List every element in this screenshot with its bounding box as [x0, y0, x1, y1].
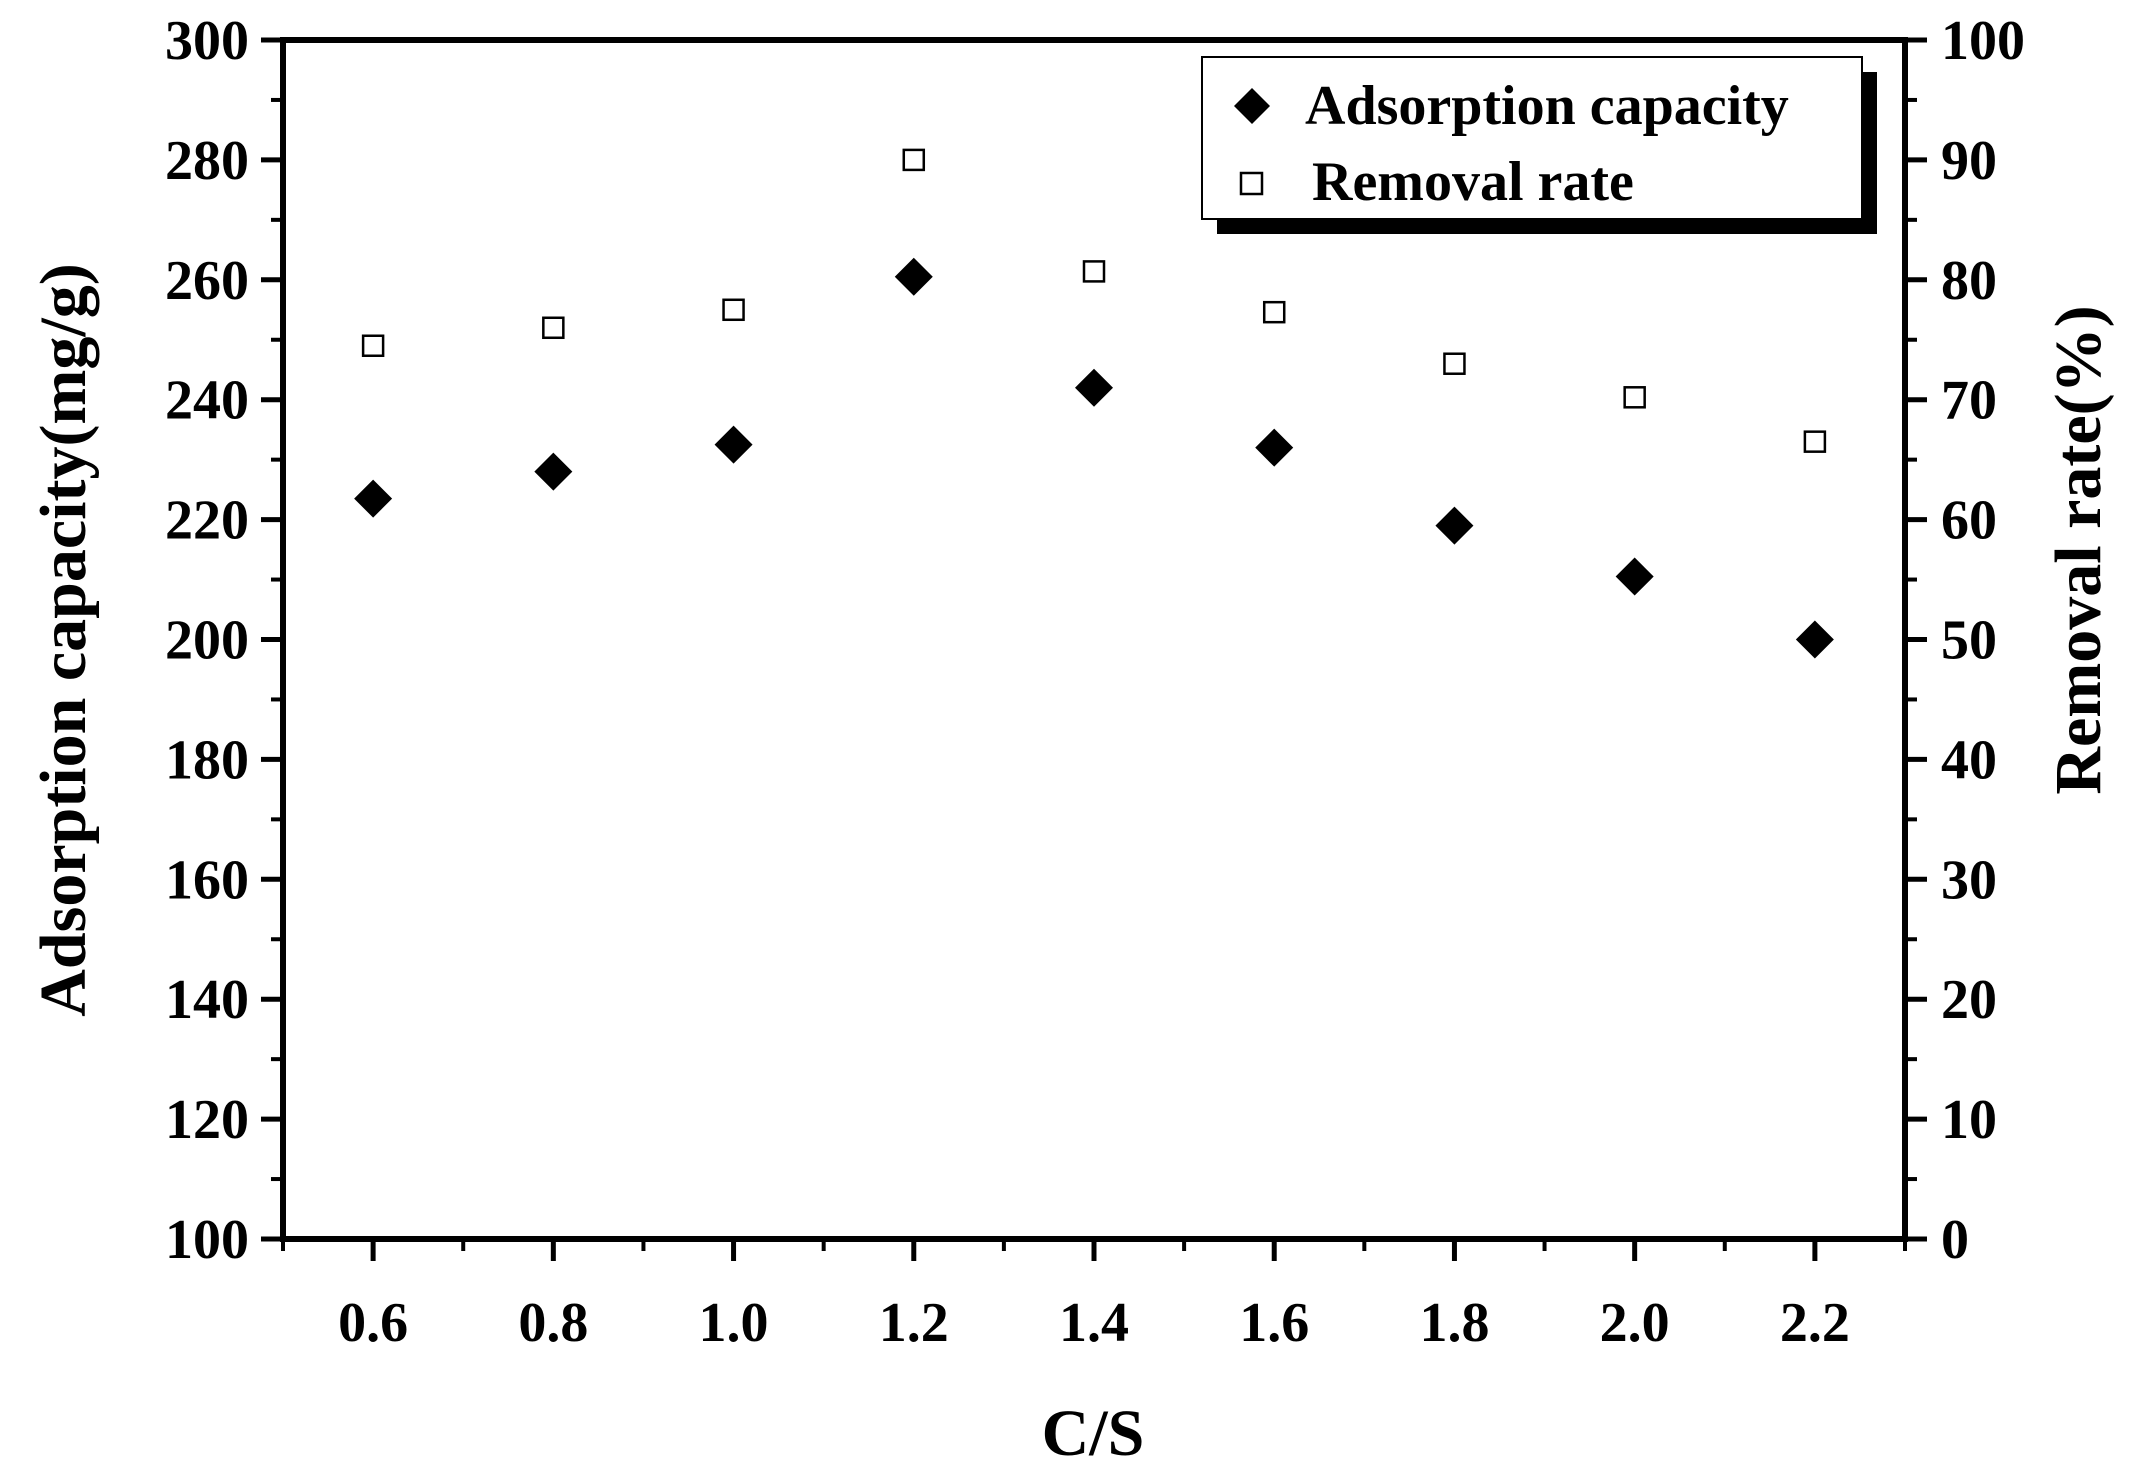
- removal-rate-point: [1082, 260, 1106, 283]
- y-tick-label: 160: [165, 849, 249, 911]
- legend-label-adsorption-capacity: Adsorption capacity: [1305, 75, 1789, 137]
- y2-tick-label: 100: [1941, 10, 2025, 72]
- removal-rate-point: [902, 148, 926, 172]
- removal-rate-point: [722, 298, 745, 322]
- legend: Adsorption capacity Removal rate: [1201, 56, 1877, 234]
- y-tick-label: 120: [165, 1089, 249, 1151]
- adsorption-capacity-point: [354, 479, 393, 518]
- ticks-layer: 0.6 0.8 1.0 1.2 1.4 1.6 1.8 2.0 2.21001201401601…: [165, 10, 2025, 1354]
- y2-tick-label: 0: [1941, 1209, 1969, 1271]
- removal-rate-point: [1443, 352, 1466, 375]
- removal-rate-point: [1623, 386, 1646, 409]
- adsorption-capacity-point: [534, 452, 573, 491]
- y2-tick-label: 80: [1941, 250, 1997, 312]
- x-tick-label: 1.6: [1239, 1292, 1309, 1354]
- marks-layer: [354, 148, 1834, 659]
- adsorption-capacity-point: [1255, 428, 1294, 467]
- adsorption-capacity-point: [1795, 620, 1834, 659]
- x-tick-label: 1.8: [1419, 1292, 1489, 1354]
- removal-rate-point: [1803, 430, 1827, 453]
- removal-rate-point: [361, 334, 385, 357]
- legend-marker-adsorption-capacity: [1234, 88, 1270, 124]
- x-tick-label: 0.8: [518, 1292, 588, 1354]
- adsorption-capacity-point: [1435, 506, 1474, 545]
- y-tick-label: 280: [165, 130, 249, 192]
- legend-marker-removal-rate: [1239, 171, 1264, 196]
- y2-tick-label: 40: [1941, 729, 1997, 791]
- y2-tick-label: 50: [1941, 610, 1997, 672]
- x-tick-label: 1.0: [699, 1292, 769, 1354]
- legend-box: [1201, 56, 1863, 220]
- y-tick-label: 260: [165, 250, 249, 312]
- y-axis-title: Adsorption capacity(mg/g): [27, 263, 100, 1016]
- y-tick-label: 240: [165, 370, 249, 432]
- y2-tick-label: 20: [1941, 969, 1997, 1031]
- y2-tick-label: 70: [1941, 370, 1997, 432]
- y2-axis-title: Removal rate(%): [2042, 305, 2115, 794]
- y-tick-label: 100: [165, 1209, 249, 1271]
- adsorption-capacity-point: [1075, 368, 1113, 407]
- y2-tick-label: 60: [1941, 490, 1997, 552]
- y-tick-label: 220: [165, 490, 249, 552]
- y2-tick-label: 90: [1941, 130, 1997, 192]
- x-axis-title: C/S: [1042, 1397, 1145, 1470]
- x-tick-label: 2.0: [1600, 1292, 1670, 1354]
- y2-tick-label: 10: [1941, 1089, 1997, 1151]
- adsorption-capacity-point: [714, 425, 753, 464]
- y-tick-label: 140: [165, 969, 249, 1031]
- adsorption-capacity-point: [1615, 557, 1654, 596]
- legend-label-removal-rate: Removal rate: [1312, 151, 1634, 213]
- y-tick-label: 180: [165, 729, 249, 791]
- y2-tick-label: 30: [1941, 849, 1997, 911]
- x-tick-label: 2.2: [1780, 1292, 1850, 1354]
- adsorption-capacity-point: [894, 257, 933, 296]
- plot-frame: [280, 37, 1908, 1242]
- removal-rate-point: [1262, 300, 1286, 324]
- removal-rate-point: [542, 316, 565, 340]
- x-tick-label: 1.2: [879, 1292, 949, 1354]
- x-tick-label: 0.6: [338, 1292, 408, 1354]
- y-tick-label: 200: [165, 610, 249, 672]
- y-tick-label: 300: [165, 10, 249, 72]
- x-tick-label: 1.4: [1059, 1292, 1129, 1354]
